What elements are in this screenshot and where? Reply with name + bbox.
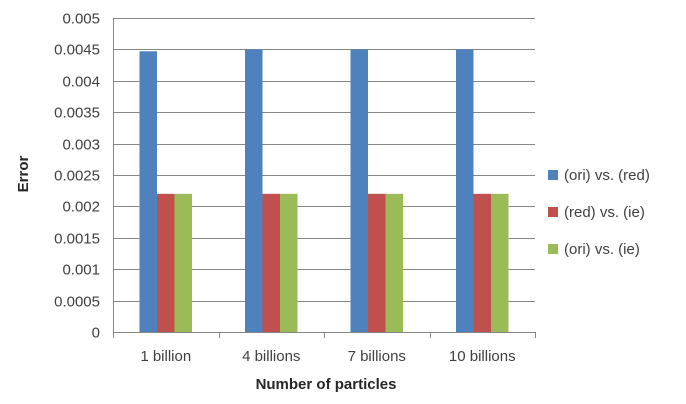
y-tick-label: 0.0025 xyxy=(54,168,100,185)
bar xyxy=(139,51,157,333)
legend-swatch xyxy=(548,244,558,254)
y-tick-label: 0.002 xyxy=(62,199,100,216)
y-tick-labels: 0 0.0005 0.001 0.0015 0.002 0.0025 0.003 0.0035… xyxy=(54,11,100,342)
x-tick-label: 7 billions xyxy=(348,348,406,365)
legend: (ori) vs. (red) (red) vs. (ie) (ori) vs. (… xyxy=(548,167,650,258)
x-axis-title: Number of particles xyxy=(256,376,397,393)
y-axis-title: Error xyxy=(15,156,32,193)
bar xyxy=(385,193,403,332)
x-tick-label: 1 billion xyxy=(140,348,191,365)
bar xyxy=(456,49,474,333)
legend-swatch xyxy=(548,207,558,217)
bar xyxy=(245,49,263,333)
legend-label: (red) vs. (ie) xyxy=(564,204,645,221)
bar xyxy=(368,193,386,332)
y-tick-label: 0.005 xyxy=(62,11,100,28)
bar xyxy=(174,193,192,332)
bar xyxy=(350,49,368,333)
bar xyxy=(491,193,509,332)
y-tick-label: 0.0005 xyxy=(54,294,100,311)
x-tick-label: 10 billions xyxy=(449,348,516,365)
y-tick-label: 0 xyxy=(92,325,100,342)
y-tick-label: 0.001 xyxy=(62,262,100,279)
legend-label: (ori) vs. (ie) xyxy=(564,241,640,258)
x-tick-labels: 1 billion 4 billions 7 billions 10 billions xyxy=(140,348,515,365)
bar xyxy=(280,193,298,332)
bar xyxy=(157,193,175,332)
y-tick-label: 0.0035 xyxy=(54,105,100,122)
legend-swatch xyxy=(548,170,558,180)
bar xyxy=(473,193,491,332)
y-tick-label: 0.003 xyxy=(62,137,100,154)
axes xyxy=(113,18,536,338)
x-tick-label: 4 billions xyxy=(242,348,300,365)
y-tick-label: 0.004 xyxy=(62,74,100,91)
bars xyxy=(139,49,509,333)
y-tick-label: 0.0015 xyxy=(54,231,100,248)
legend-label: (ori) vs. (red) xyxy=(564,167,650,184)
bar xyxy=(262,193,280,332)
y-tick-label: 0.0045 xyxy=(54,42,100,59)
